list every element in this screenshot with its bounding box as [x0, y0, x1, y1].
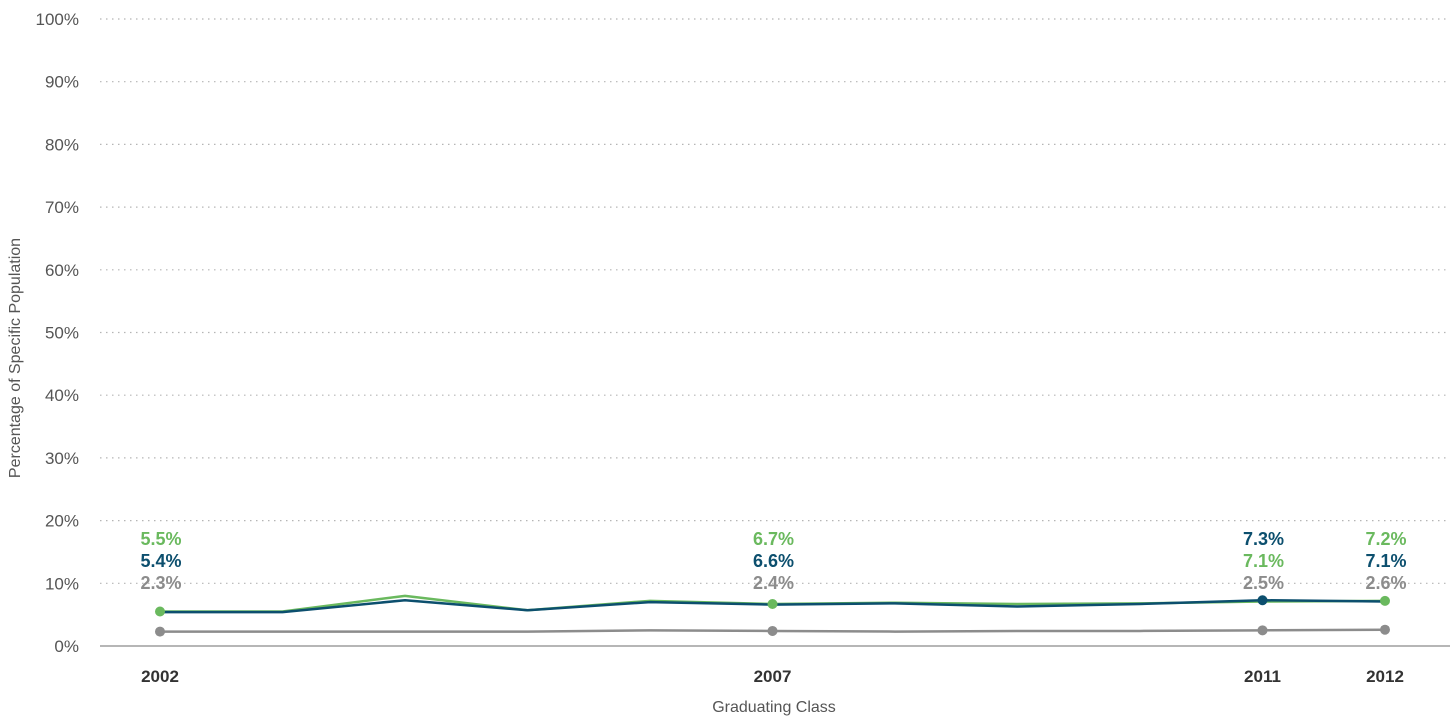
data-label: 7.3% [1243, 529, 1284, 549]
x-tick-label: 2007 [754, 667, 792, 686]
x-tick-label: 2011 [1244, 667, 1281, 686]
data-label: 2.6% [1365, 573, 1406, 593]
y-axis-ticks: 0% 10% 20% 30% 40% 50% 60% 70% 80% 90% 100% [36, 10, 79, 656]
y-tick-label: 80% [45, 135, 79, 154]
data-point-marker [767, 625, 778, 636]
x-axis-title: Graduating Class [712, 699, 836, 716]
y-tick-label: 20% [45, 512, 79, 531]
series-markers [155, 595, 1390, 637]
data-point-marker [155, 606, 165, 617]
data-label: 2.4% [753, 573, 794, 593]
data-point-marker [1257, 625, 1268, 636]
data-point-marker [155, 626, 165, 637]
data-label: 5.4% [140, 551, 181, 571]
data-point-marker [767, 598, 778, 609]
x-tick-label: 2002 [141, 667, 179, 686]
data-point-marker [1380, 624, 1390, 635]
y-tick-label: 100% [36, 10, 79, 29]
y-tick-label: 30% [45, 449, 79, 468]
data-point-marker [1257, 595, 1268, 606]
y-tick-label: 0% [54, 637, 79, 656]
data-label: 6.7% [753, 529, 794, 549]
gridlines [100, 18, 1450, 647]
y-tick-label: 90% [45, 73, 79, 92]
data-label: 7.1% [1243, 551, 1284, 571]
data-labels: 5.5%5.4%2.3%6.7%6.6%2.4%7.3%7.1%2.5%7.2%… [140, 529, 1406, 593]
x-tick-label: 2012 [1366, 667, 1404, 686]
y-axis-title: Percentage of Specific Population [7, 238, 24, 478]
x-axis-ticks: 2002 2007 2011 2012 [141, 667, 1404, 686]
y-tick-label: 60% [45, 261, 79, 280]
y-tick-label: 70% [45, 198, 79, 217]
data-label: 7.1% [1365, 551, 1406, 571]
data-label: 2.3% [140, 573, 181, 593]
data-point-marker [1380, 595, 1390, 606]
data-label: 2.5% [1243, 573, 1284, 593]
data-label: 5.5% [140, 529, 181, 549]
y-tick-label: 10% [45, 574, 79, 593]
y-tick-label: 40% [45, 386, 79, 405]
y-tick-label: 50% [45, 324, 79, 343]
data-label: 6.6% [753, 551, 794, 571]
data-label: 7.2% [1365, 529, 1406, 549]
